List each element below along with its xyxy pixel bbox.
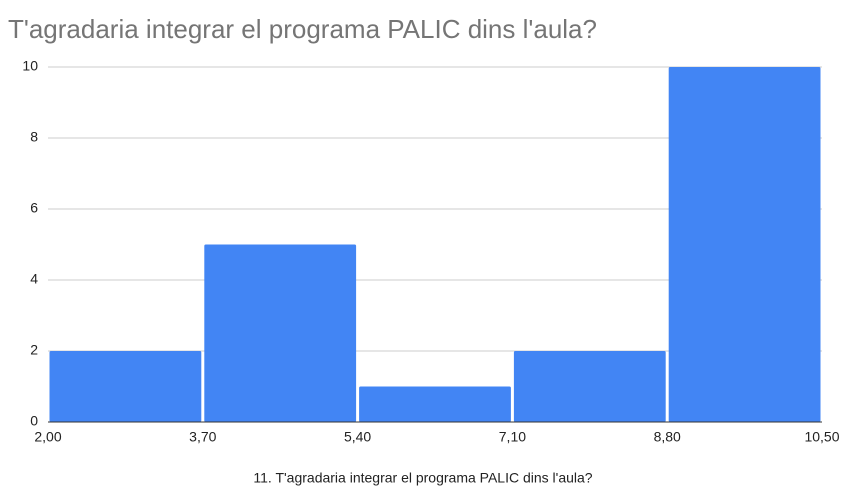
bar xyxy=(359,386,511,422)
x-tick-label: 2,00 xyxy=(34,429,61,445)
y-tick-label: 10 xyxy=(22,58,38,74)
y-tick-label: 4 xyxy=(30,271,38,287)
bar xyxy=(513,351,666,422)
y-tick-label: 2 xyxy=(30,342,38,358)
bar xyxy=(668,67,821,422)
x-tick-label: 8,80 xyxy=(654,429,681,445)
bar xyxy=(49,351,202,422)
y-tick-label: 0 xyxy=(30,413,38,429)
bar xyxy=(204,244,357,422)
x-tick-label: 7,10 xyxy=(499,429,526,445)
y-tick-label: 6 xyxy=(30,200,38,216)
y-tick-label: 8 xyxy=(30,129,38,145)
x-tick-label: 10,50 xyxy=(804,429,839,445)
x-tick-label: 5,40 xyxy=(344,429,371,445)
x-tick-label: 3,70 xyxy=(189,429,216,445)
x-axis-title: 11. T'agradaria integrar el programa PAL… xyxy=(253,470,592,486)
chart-title: T'agradaria integrar el programa PALIC d… xyxy=(8,14,597,44)
